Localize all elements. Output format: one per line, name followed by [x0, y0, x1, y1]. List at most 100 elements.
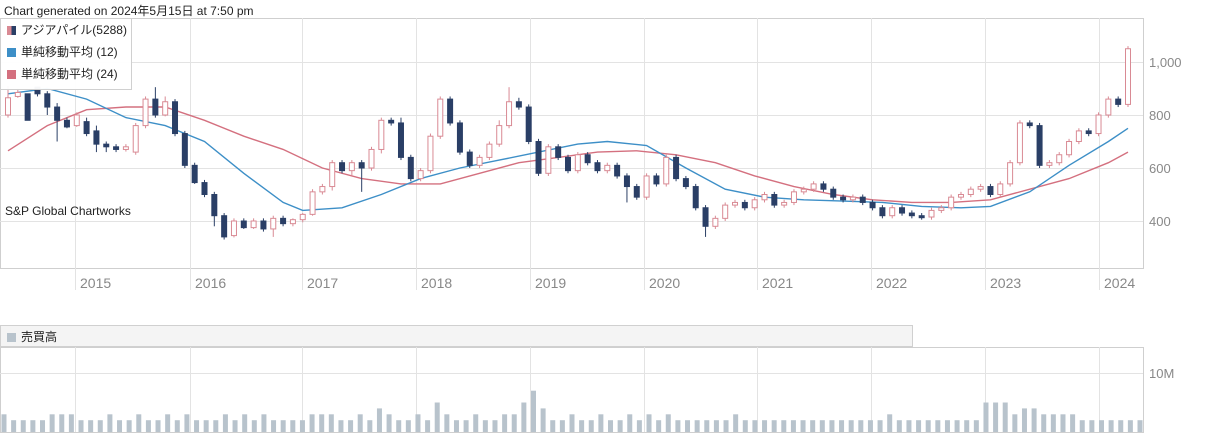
- volume-bar: [415, 414, 421, 432]
- candle-up: [496, 120, 503, 147]
- volume-bar: [752, 420, 758, 432]
- candle-body: [663, 156, 670, 185]
- volume-bar: [896, 420, 902, 432]
- legend-label-ma12: 単純移動平均 (12): [21, 45, 118, 59]
- volume-bar: [232, 420, 238, 432]
- volume-legend[interactable]: 売買高: [0, 325, 913, 347]
- candle-body: [928, 209, 935, 218]
- candle-down: [24, 93, 31, 121]
- candle-body: [309, 191, 316, 215]
- candle-down: [447, 96, 454, 126]
- volume-bar: [136, 414, 142, 432]
- volume-bar: [1070, 414, 1076, 432]
- candle-body: [388, 119, 395, 124]
- volume-bar: [271, 420, 277, 432]
- volume-bar: [713, 420, 719, 432]
- candle-body: [437, 98, 444, 137]
- candle-up: [437, 96, 444, 139]
- candle-body: [280, 217, 287, 225]
- candle-body: [181, 133, 188, 166]
- candle-body: [339, 162, 346, 172]
- volume-bar: [319, 414, 325, 432]
- volume-bar: [579, 420, 585, 432]
- volume-bar: [916, 420, 922, 432]
- volume-bar: [1, 414, 7, 432]
- volume-bar: [935, 420, 941, 432]
- candle-down: [702, 205, 709, 237]
- volume-bar: [656, 420, 662, 432]
- legend-item-ma12[interactable]: 単純移動平均 (12): [1, 41, 131, 63]
- candle-body: [1105, 98, 1112, 116]
- candle-down: [741, 199, 748, 211]
- x-tick-label: 2022: [876, 275, 907, 291]
- candle-body: [810, 183, 817, 190]
- candle-up: [270, 215, 277, 237]
- volume-bar: [357, 414, 363, 432]
- candle-up: [967, 186, 974, 198]
- candle-down: [280, 215, 287, 227]
- candle-body: [977, 186, 984, 190]
- candle-up: [250, 218, 257, 229]
- candle-down: [879, 205, 886, 219]
- candle-up: [997, 181, 1004, 198]
- candle-up: [142, 96, 149, 129]
- volume-bar: [810, 420, 816, 432]
- volume-bar: [1021, 408, 1027, 432]
- legend-item-ma24[interactable]: 単純移動平均 (24): [1, 63, 131, 85]
- candle-up: [663, 154, 670, 187]
- candle-down: [614, 162, 621, 179]
- volume-bar: [338, 420, 344, 432]
- volume-bar: [646, 414, 652, 432]
- candle-down: [240, 218, 247, 229]
- candle-down: [93, 125, 100, 153]
- candle-up: [1016, 120, 1023, 166]
- candle-up: [889, 205, 896, 219]
- candle-body: [761, 194, 768, 201]
- volume-bar: [1031, 408, 1037, 432]
- candle-down: [456, 120, 463, 155]
- candle-body: [172, 101, 179, 135]
- volume-bar: [1050, 414, 1056, 432]
- volume-bar: [675, 420, 681, 432]
- candle-body: [840, 196, 847, 201]
- candle-body: [93, 130, 100, 145]
- candle-down: [191, 162, 198, 184]
- candle-up: [329, 160, 336, 191]
- candle-body: [1046, 162, 1053, 166]
- volume-bar: [88, 420, 94, 432]
- volume-bar: [473, 414, 479, 432]
- candle-body: [643, 175, 650, 198]
- volume-bar: [453, 420, 459, 432]
- candle-down: [535, 138, 542, 176]
- candle-up: [928, 207, 935, 220]
- volume-bar: [376, 408, 382, 432]
- volume-bar: [145, 420, 151, 432]
- candle-up: [604, 162, 611, 174]
- candle-body: [633, 186, 640, 198]
- candle-body: [142, 98, 149, 127]
- candle-body: [1085, 130, 1092, 135]
- volume-bar: [723, 420, 729, 432]
- candle-down: [172, 99, 179, 137]
- volume-bar: [973, 420, 979, 432]
- volume-bar: [68, 414, 74, 432]
- volume-bar: [800, 420, 806, 432]
- candle-body: [535, 141, 542, 174]
- candle-up: [1125, 46, 1131, 108]
- candle-body: [1125, 48, 1131, 105]
- candle-down: [339, 160, 346, 174]
- candle-body: [830, 188, 837, 198]
- candle-body: [967, 188, 974, 195]
- volume-bars: [1, 390, 1143, 432]
- candle-down: [54, 103, 61, 142]
- candle-down: [358, 160, 365, 192]
- volume-bar: [1041, 414, 1047, 432]
- candle-body: [820, 183, 827, 190]
- legend-item-candle[interactable]: アジアパイル(5288): [1, 19, 131, 41]
- volume-bar: [964, 420, 970, 432]
- candle-down: [1036, 122, 1043, 168]
- candle-body: [230, 220, 237, 237]
- candle-body: [122, 146, 129, 150]
- candle-down: [181, 130, 188, 168]
- candle-up: [712, 215, 719, 229]
